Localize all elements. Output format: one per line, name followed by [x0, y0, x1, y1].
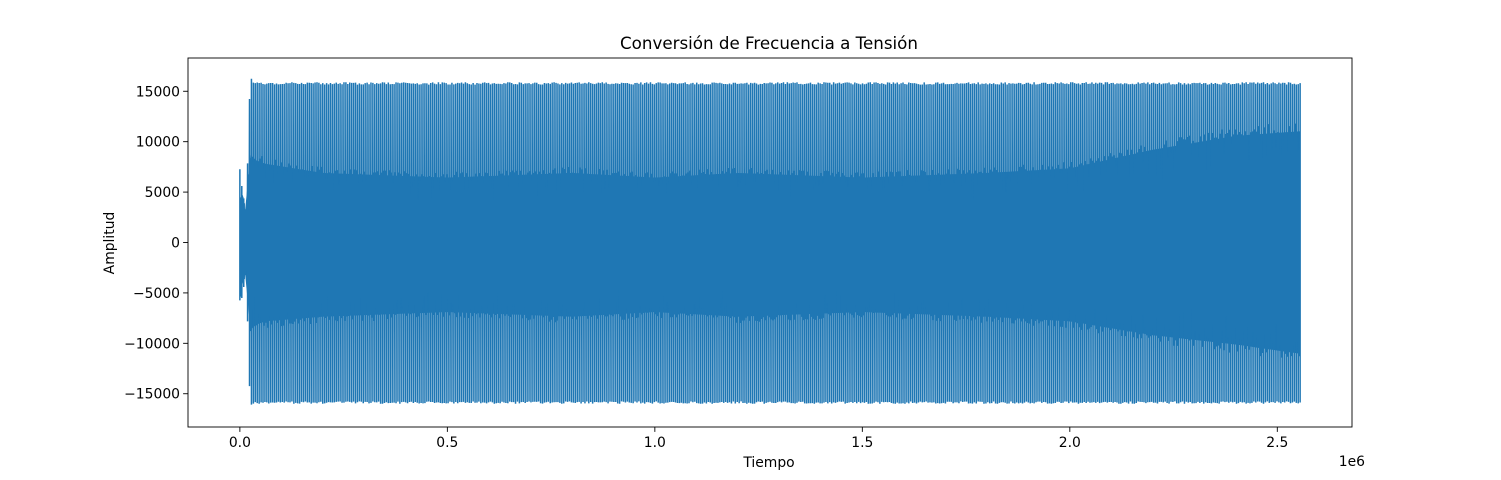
- y-axis: −15000 −10000 −5000 0 5000 10000 15000: [124, 84, 188, 403]
- x-tick-label: 0.0: [229, 435, 251, 451]
- y-tick-label: −5000: [133, 286, 180, 302]
- x-axis-label: Tiempo: [742, 455, 794, 471]
- y-tick-label: 0: [171, 236, 180, 252]
- x-offset-label: 1e6: [1339, 454, 1365, 470]
- signal-series-line: [239, 78, 1301, 405]
- y-tick-label: 15000: [136, 84, 180, 100]
- x-tick-label: 2.5: [1266, 435, 1288, 451]
- y-tick-label: −10000: [124, 336, 180, 352]
- y-tick-label: −15000: [124, 387, 180, 403]
- y-tick-label: 5000: [145, 185, 180, 201]
- chart-title: Conversión de Frecuencia a Tensión: [620, 33, 918, 53]
- x-tick-label: 1.0: [644, 435, 666, 451]
- x-tick-label: 2.0: [1059, 435, 1081, 451]
- x-axis: 0.0 0.5 1.0 1.5 2.0 2.5: [229, 427, 1288, 451]
- x-tick-label: 1.5: [851, 435, 873, 451]
- plot-area: [239, 78, 1301, 405]
- y-axis-label: Amplitud: [102, 212, 118, 275]
- y-tick-label: 10000: [136, 135, 180, 151]
- x-tick-label: 0.5: [436, 435, 458, 451]
